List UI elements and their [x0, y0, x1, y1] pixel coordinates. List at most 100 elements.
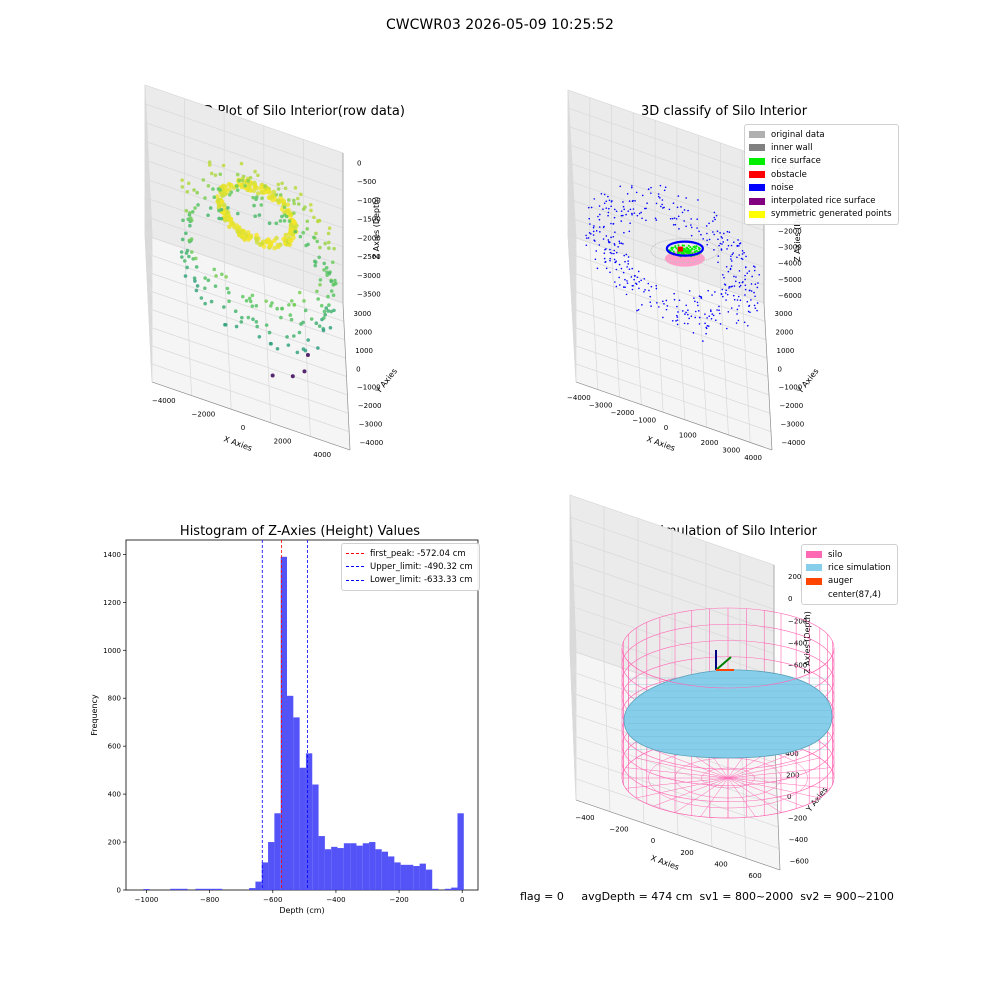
p2-noise-point: [592, 226, 595, 229]
p1-point: [315, 219, 320, 224]
p1-point: [301, 207, 306, 211]
p3-legend-label: first_peak: -572.04 cm: [370, 548, 466, 559]
p1-point: [264, 240, 270, 245]
p2-noise-point: [640, 211, 642, 214]
p3-hist-bar: [324, 849, 332, 890]
p2-noise-point: [608, 199, 611, 202]
p3-hist-bar: [299, 767, 306, 890]
p2-noise-point: [719, 323, 722, 325]
p2-noise-point: [636, 309, 638, 312]
p1-point: [214, 274, 218, 278]
p1-point: [195, 190, 200, 195]
p1-point: [287, 238, 293, 243]
p2-noise-point: [643, 277, 646, 280]
p1-point: [187, 238, 192, 243]
p2-noise-point: [730, 265, 733, 267]
p2-x-tick: −2000: [611, 409, 635, 417]
p2-noise-point: [602, 208, 604, 210]
p1-point: [239, 320, 244, 324]
p2-noise-ring: [665, 240, 704, 257]
p2-noise-point: [610, 205, 612, 208]
p2-noise-point: [623, 254, 626, 257]
p3-hist-bar: [293, 717, 300, 890]
p2-noise-point: [628, 200, 631, 202]
p1-x-tick: 2000: [274, 438, 292, 446]
p2-noise-point: [745, 255, 747, 258]
p1-point: [322, 261, 327, 266]
p1-point: [315, 239, 320, 244]
p1-x-tick: 0: [241, 424, 245, 432]
p2-y-axis-line: [763, 302, 773, 451]
p2-noise-point: [609, 271, 611, 274]
p1-point: [208, 206, 213, 210]
p2-rice-point: [687, 249, 690, 252]
p2-noise-point: [668, 208, 671, 211]
p2-noise-point: [713, 249, 715, 251]
p3-hist-bar: [350, 843, 357, 890]
p1-point: [301, 230, 306, 235]
p2-x-tick: 4000: [744, 454, 762, 462]
p2-noise-point: [722, 241, 725, 243]
p2-noise-point: [638, 280, 641, 283]
p1-point: [312, 235, 316, 240]
p1-z-tick: −2000: [357, 234, 381, 242]
p1-point: [299, 192, 303, 197]
p2-rice-point: [687, 247, 690, 250]
p2-noise-point: [750, 290, 753, 292]
p3-hist-bar: [261, 862, 269, 890]
p1-point: [293, 229, 298, 234]
p2-noise-point: [710, 309, 712, 311]
p2-legend-item: inner wall: [749, 141, 892, 154]
p2-noise-point: [607, 239, 610, 241]
p2-rice-point: [687, 244, 690, 247]
p3-hist-bar: [170, 888, 188, 890]
p4-rice-surface: [623, 669, 833, 759]
p2-noise-point: [685, 197, 687, 199]
p2-noise-point: [625, 253, 628, 256]
p4-z-tick: 0: [788, 595, 792, 603]
p3-hist-bar: [451, 887, 458, 890]
p2-noise-point: [741, 253, 744, 255]
p1-point: [213, 284, 218, 288]
p3-legend-item: Lower_limit: -633.33 cm: [346, 574, 473, 587]
p2-noise-point: [698, 230, 700, 233]
p3-hist-bar: [369, 842, 376, 890]
p2-legend-swatch: [749, 144, 765, 152]
p2-noise-point: [736, 245, 739, 247]
p2-noise-point: [638, 287, 640, 290]
p1-point: [282, 205, 287, 210]
p2-noise-point: [694, 300, 696, 303]
p2-noise-point: [736, 299, 739, 301]
p2-noise-point: [594, 258, 597, 261]
p2-noise-point: [731, 285, 733, 288]
p1-point: [227, 192, 232, 197]
p2-noise-point: [622, 205, 625, 208]
p2-noise-point: [677, 195, 680, 197]
p2-legend-label: original data: [771, 129, 825, 140]
p2-noise-point: [613, 249, 616, 252]
p2-rice-point: [675, 247, 678, 250]
p2-noise-point: [598, 244, 601, 246]
p2-y-tick: −4000: [782, 439, 806, 447]
p4-x-tick: −400: [575, 814, 594, 822]
p2-noise-point: [619, 284, 621, 286]
p2-noise-point: [661, 199, 664, 201]
p1-point: [288, 313, 293, 317]
p3-x-tick-label: 0: [460, 896, 464, 904]
p1-point: [185, 189, 190, 194]
p2-noise-point: [634, 200, 636, 202]
p2-noise-point: [708, 238, 711, 241]
p1-point: [212, 267, 217, 272]
p1-point: [263, 184, 267, 188]
p2-grid-z: [567, 143, 765, 292]
p2-legend-item: obstacle: [749, 168, 892, 181]
p1-grid-y: [149, 326, 348, 396]
p1-point: [317, 255, 321, 260]
p2-noise-point: [662, 300, 664, 303]
p2-noise-point: [756, 286, 759, 289]
p4-legend-label: silo: [828, 549, 843, 560]
p2-noise-point: [730, 307, 733, 309]
p4-y-tick: −600: [790, 857, 809, 865]
p1-point: [322, 268, 326, 272]
p1-point: [285, 335, 289, 339]
